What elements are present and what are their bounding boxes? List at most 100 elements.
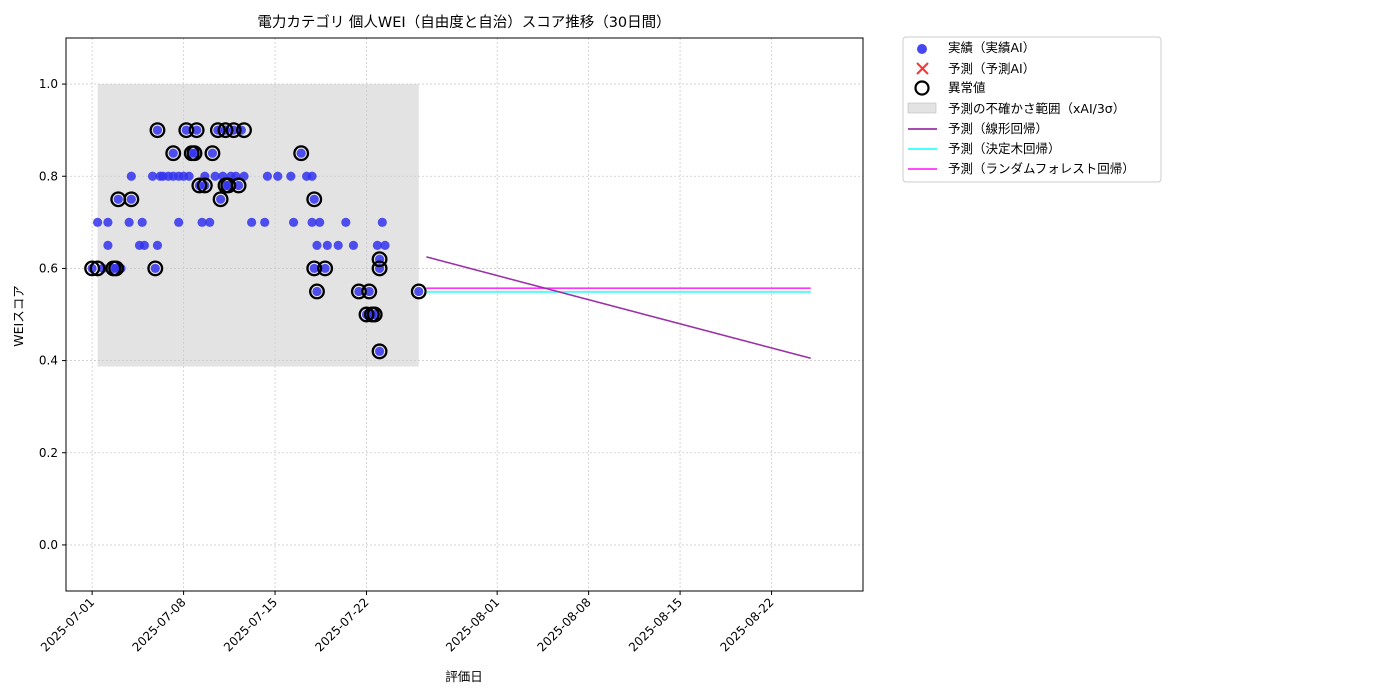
y-tick-label: 0.0 (39, 538, 58, 552)
actual-point (273, 171, 283, 181)
x-tick-label: 2025-08-01 (443, 595, 502, 654)
y-tick-label: 0.4 (39, 354, 58, 368)
anomaly-marker (317, 260, 334, 277)
actual-point (139, 240, 149, 250)
actual-point (364, 286, 374, 297)
actual-point (315, 217, 325, 227)
anomaly-marker (204, 145, 221, 162)
anomaly-marker (306, 260, 323, 277)
anomaly-marker (366, 306, 383, 323)
actual-point (192, 125, 202, 135)
actual-point (333, 240, 343, 250)
anomaly-marker (149, 122, 166, 139)
actual-point (150, 263, 160, 274)
y-tick-label: 0.2 (39, 446, 58, 460)
actual-point (374, 346, 385, 356)
actual-point (307, 217, 317, 227)
actual-point (126, 194, 136, 204)
legend-predicted-marker (916, 62, 929, 75)
actual-point (309, 263, 319, 274)
actual-point (207, 148, 218, 158)
anomaly-marker (236, 122, 252, 139)
x-tick-label: 2025-07-15 (221, 595, 280, 654)
x-tick-label: 2025-08-08 (535, 595, 594, 654)
actual-point (210, 171, 220, 181)
anomaly-marker (361, 283, 378, 300)
actual-point (168, 148, 178, 158)
actual-point (320, 263, 330, 274)
anomaly-marker (306, 191, 323, 208)
legend-uncertainty-label: 予測の不確かさ範囲（xAI/3σ） (948, 101, 1125, 116)
y-axis-label: WEIスコア (11, 285, 26, 346)
x-axis-label: 評価日 (445, 669, 483, 684)
axes-frame (65, 37, 864, 592)
legend-actual-marker (917, 44, 927, 54)
anomaly-marker (123, 191, 140, 208)
actual-point (260, 217, 270, 227)
anomaly-marker (293, 145, 310, 162)
actual-point (152, 240, 163, 250)
y-tick-label: 0.8 (39, 169, 58, 183)
anomaly-marker (84, 260, 101, 277)
actual-point (262, 171, 273, 181)
actual-point (124, 217, 134, 227)
x-tick-label: 2025-08-15 (626, 595, 685, 654)
legend-anomaly-label: 異常値 (948, 80, 986, 95)
anomaly-marker (108, 260, 125, 277)
legend-actual-label: 実績（実績AI） (948, 40, 1035, 55)
actual-point (103, 217, 113, 227)
legend: 実績（実績AI） 予測（予測AI） 異常値 予測の不確かさ範囲（xAI/3σ） … (902, 36, 1162, 183)
actual-point (174, 217, 184, 227)
actual-point (189, 148, 200, 158)
actual-point (205, 217, 215, 227)
anomaly-marker (178, 122, 195, 139)
actual-point (147, 171, 158, 181)
actual-point (296, 148, 306, 158)
actual-point (288, 217, 299, 227)
plot-area: 0.0 0.2 0.4 0.6 0.8 1.0 2025-07-01 2025-07-08 20… (38, 37, 864, 654)
anomaly-marker (186, 145, 203, 162)
actual-point (348, 240, 359, 250)
actual-point (286, 171, 296, 181)
actual-point (312, 240, 322, 250)
actual-point (197, 217, 207, 227)
anomaly-marker (350, 283, 367, 300)
legend-uncertainty-swatch (907, 102, 937, 114)
chart-title: 電力カテゴリ 個人WEI（自由度と自治）スコア推移（30日間） (257, 13, 670, 31)
actual-point (137, 217, 147, 227)
actual-point (380, 240, 390, 250)
actual-point (341, 217, 351, 227)
anomaly-marker (89, 260, 106, 277)
anomaly-marker (225, 122, 242, 139)
anomaly-marker (188, 122, 205, 139)
anomaly-marker (410, 283, 427, 300)
actual-point (98, 263, 108, 274)
anomaly-marker (371, 251, 388, 268)
actual-point (354, 286, 364, 297)
actual-point (377, 217, 387, 227)
actual-point (126, 171, 136, 181)
anomaly-marker (165, 145, 182, 162)
anomaly-marker (212, 191, 229, 208)
actual-point (414, 286, 424, 297)
legend-tree-label: 予測（決定木回帰） (948, 141, 1061, 156)
legend-predicted-label: 予測（予測AI） (948, 61, 1035, 76)
actual-point (322, 240, 332, 250)
actual-point (216, 194, 226, 204)
x-tick-label: 2025-08-22 (717, 595, 776, 654)
x-tick-label: 2025-07-08 (129, 595, 188, 654)
actual-point (113, 194, 123, 204)
anomaly-marker (358, 306, 375, 323)
actual-point (92, 217, 103, 227)
uncertainty-band (97, 84, 419, 367)
actual-point (307, 171, 317, 181)
anomaly-marker (309, 283, 325, 300)
actual-point (152, 125, 163, 135)
actual-point (103, 240, 113, 250)
actual-point (223, 180, 233, 191)
anomaly-marker (191, 177, 208, 194)
actual-point (184, 171, 194, 181)
anomaly-marker (147, 260, 164, 277)
y-tick-label: 1.0 (39, 77, 58, 91)
x-tick-label: 2025-07-22 (312, 595, 371, 654)
